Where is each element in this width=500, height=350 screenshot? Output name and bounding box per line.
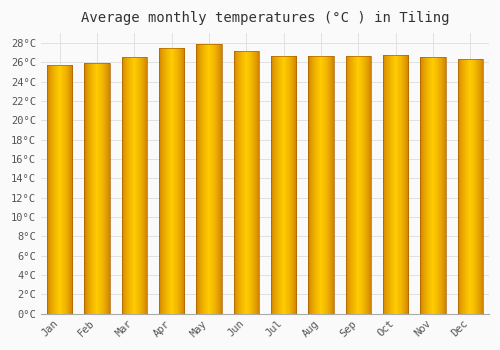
Bar [383, 55, 408, 314]
Bar [84, 63, 110, 314]
Bar [420, 57, 446, 314]
Bar [234, 51, 259, 314]
Bar [159, 48, 184, 314]
Bar [308, 56, 334, 314]
Bar [122, 57, 147, 314]
Bar [458, 60, 483, 314]
Bar [346, 56, 371, 314]
Bar [271, 56, 296, 314]
Bar [47, 65, 72, 314]
Title: Average monthly temperatures (°C ) in Tiling: Average monthly temperatures (°C ) in Ti… [80, 11, 449, 25]
Bar [196, 44, 222, 314]
